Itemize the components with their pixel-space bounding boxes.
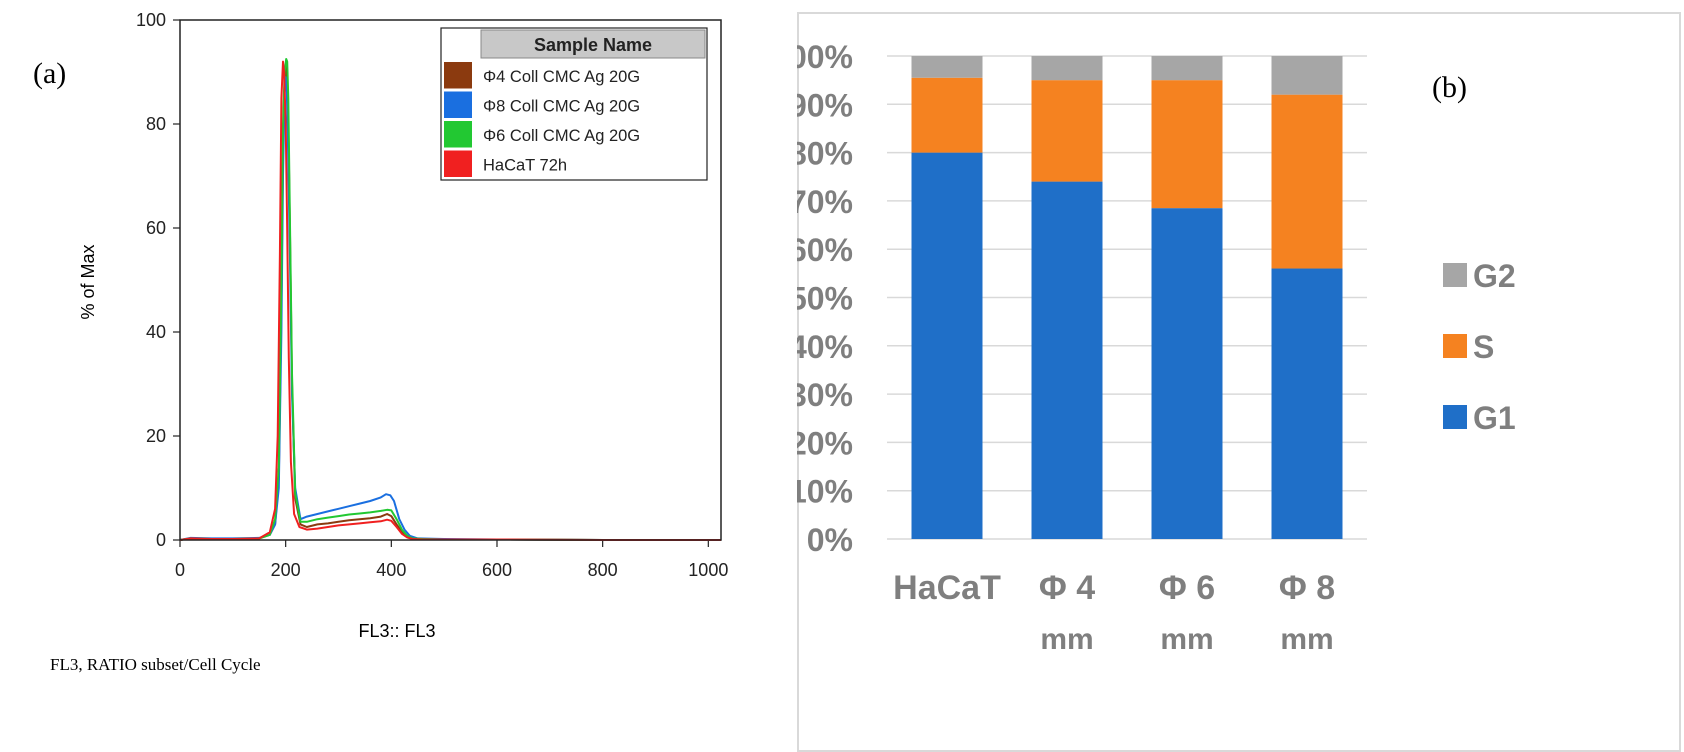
y-tick-label: 90% <box>797 87 853 123</box>
y-tick-label: 70% <box>797 184 853 220</box>
y-tick-label: 60 <box>146 218 166 238</box>
legend-header <box>480 29 706 59</box>
x-tick-label: 1000 <box>688 560 728 580</box>
bar-segment-g2 <box>1151 56 1223 81</box>
y-axis-ticks: 0 20 40 60 80 100 <box>136 10 180 550</box>
legend-swatch-g2 <box>1443 263 1467 287</box>
y-tick-label: 100 <box>136 10 166 30</box>
x-tick-label: Φ 4 <box>1039 569 1095 607</box>
x-tick-label: 600 <box>482 560 512 580</box>
footer-caption: FL3, RATIO subset/Cell Cycle <box>50 655 261 674</box>
cell-cycle-bar-panel: 0% 10% 20% 30% 40% 50% 60% 70% 80% 90% 100% HaCaT Φ… <box>797 12 1684 752</box>
legend-title: Sample Name <box>534 35 652 55</box>
legend-label: Φ8 Coll CMC Ag 20G <box>483 98 640 116</box>
legend-swatch-s <box>1443 334 1467 358</box>
x-tick-label: HaCaT <box>893 569 1001 607</box>
bar-segment-g2 <box>1271 56 1343 95</box>
legend-swatch <box>444 150 472 177</box>
y-tick-label: 10% <box>797 474 853 510</box>
x-tick-label: 800 <box>588 560 618 580</box>
bar-segment-s <box>911 77 983 153</box>
x-tick-label: 200 <box>271 560 301 580</box>
y-tick-label: 0 <box>156 530 166 550</box>
y-tick-label: 60% <box>797 232 853 268</box>
histogram-panel: (a) 0 20 40 60 80 100 0 200 400 600 800 1000 Sampl… <box>0 0 790 728</box>
y-tick-label: 100% <box>797 39 853 75</box>
legend-swatch <box>444 62 472 89</box>
x-axis-ticks: 0 200 400 600 800 1000 <box>175 540 728 580</box>
y-axis-label: % of Max <box>78 244 98 319</box>
bar-segment-s <box>1031 80 1103 182</box>
histogram-chart: (a) 0 20 40 60 80 100 0 200 400 600 800 1000 Sampl… <box>33 10 728 674</box>
bar-segment-s <box>1151 80 1223 209</box>
legend-swatch-g1 <box>1443 405 1467 429</box>
y-axis-ticks: 0% 10% 20% 30% 40% 50% 60% 70% 80% 90% 100% <box>797 39 853 558</box>
bar-segment-g1 <box>1151 208 1223 539</box>
legend: Sample Name Φ4 Coll CMC Ag 20G Φ8 Coll CMC… <box>440 27 708 181</box>
bars <box>911 56 1343 539</box>
bar-segment-s <box>1271 94 1343 269</box>
y-tick-label: 50% <box>797 281 853 317</box>
legend-label: G1 <box>1473 400 1516 436</box>
legend-swatch <box>444 121 472 148</box>
legend-label: Φ4 Coll CMC Ag 20G <box>483 68 640 86</box>
bar-segment-g1 <box>1031 181 1103 539</box>
x-axis-label: FL3:: FL3 <box>358 621 435 641</box>
bar-segment-g2 <box>911 56 983 78</box>
x-tick-label: Φ 8 <box>1279 569 1335 607</box>
stacked-bar-chart: 0% 10% 20% 30% 40% 50% 60% 70% 80% 90% 100% HaCaT Φ… <box>797 39 1516 656</box>
histogram-lines <box>179 58 721 541</box>
bar-segment-g2 <box>1031 56 1103 81</box>
panel-label-a: (a) <box>33 57 66 90</box>
legend-label: S <box>1473 329 1494 365</box>
y-tick-label: 30% <box>797 377 853 413</box>
legend-label: G2 <box>1473 258 1516 294</box>
y-tick-label: 40 <box>146 322 166 342</box>
series-line-3 <box>179 60 721 541</box>
y-tick-label: 20% <box>797 425 853 461</box>
y-tick-label: 80% <box>797 136 853 172</box>
y-tick-label: 80 <box>146 114 166 134</box>
legend: G2 S G1 <box>1443 258 1516 436</box>
y-tick-label: 40% <box>797 329 853 365</box>
panel-label-a-text: (a) <box>33 57 66 90</box>
legend-label: HaCaT 72h <box>483 157 567 175</box>
x-tick-label: 400 <box>376 560 406 580</box>
y-tick-label: 0% <box>807 522 853 558</box>
x-tick-label: mm <box>1040 623 1093 656</box>
x-tick-label: mm <box>1160 623 1213 656</box>
x-tick-label: mm <box>1280 623 1333 656</box>
panel-label-b: (b) <box>1432 71 1467 104</box>
legend-swatch <box>444 91 472 118</box>
x-axis-ticks: HaCaT Φ 4 mm Φ 6 mm Φ 8 mm <box>893 569 1335 656</box>
bar-segment-g1 <box>911 152 983 539</box>
x-tick-label: 0 <box>175 560 185 580</box>
bar-segment-g1 <box>1271 268 1343 539</box>
legend-label: Φ6 Coll CMC Ag 20G <box>483 127 640 145</box>
y-tick-label: 20 <box>146 426 166 446</box>
plot-frame <box>179 19 722 541</box>
x-tick-label: Φ 6 <box>1159 569 1215 607</box>
